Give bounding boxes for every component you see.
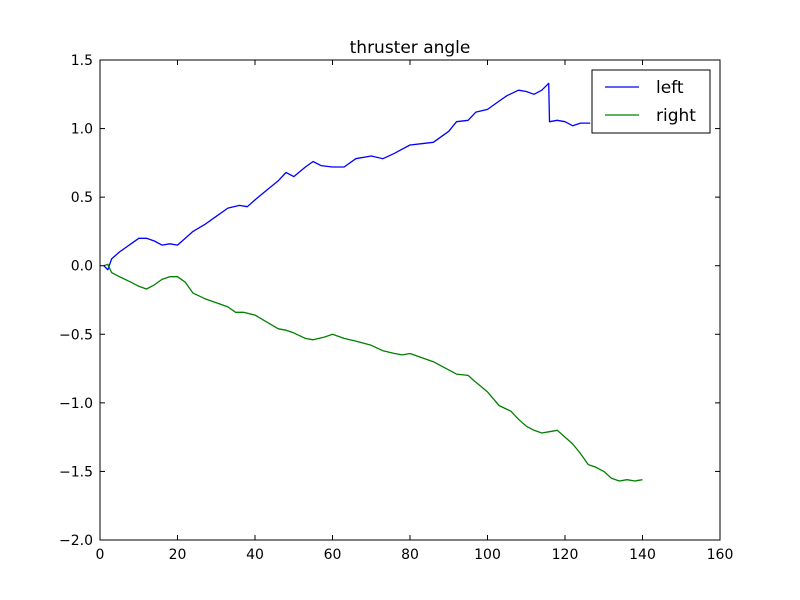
legend-label-left: left <box>656 78 684 98</box>
x-tick-label: 100 <box>474 547 501 563</box>
y-tick-label: −1.0 <box>59 396 93 412</box>
y-tick-label: 0.5 <box>71 190 93 206</box>
y-tick-label: −2.0 <box>59 533 93 549</box>
y-tick-label: 0.0 <box>71 259 93 275</box>
ticks-layer: 0 20 40 60 80 100 120 140 160 −2.0 −1.5 −1.0 −0.5 0.0… <box>59 53 733 563</box>
x-tick-label: 60 <box>324 547 342 563</box>
y-tick-label: 1.5 <box>71 53 93 69</box>
legend-box <box>591 69 711 134</box>
x-tick-label: 40 <box>246 547 264 563</box>
y-tick-label: −0.5 <box>59 327 93 343</box>
y-tick-label: −1.5 <box>59 464 93 480</box>
x-tick-label: 20 <box>169 547 187 563</box>
x-tick-label: 140 <box>629 547 656 563</box>
series-line-left <box>103 82 591 271</box>
x-tick-label: 0 <box>96 547 105 563</box>
y-tick-label: 1.0 <box>71 122 93 138</box>
legend-label-right: right <box>656 106 696 126</box>
x-tick-label: 120 <box>552 547 579 563</box>
x-tick-label: 80 <box>401 547 419 563</box>
chart-title: thruster angle <box>350 38 471 58</box>
legend: left right <box>591 69 711 134</box>
x-tick-label: 160 <box>707 547 734 563</box>
series-layer <box>103 82 643 482</box>
series-line-right <box>103 263 643 482</box>
